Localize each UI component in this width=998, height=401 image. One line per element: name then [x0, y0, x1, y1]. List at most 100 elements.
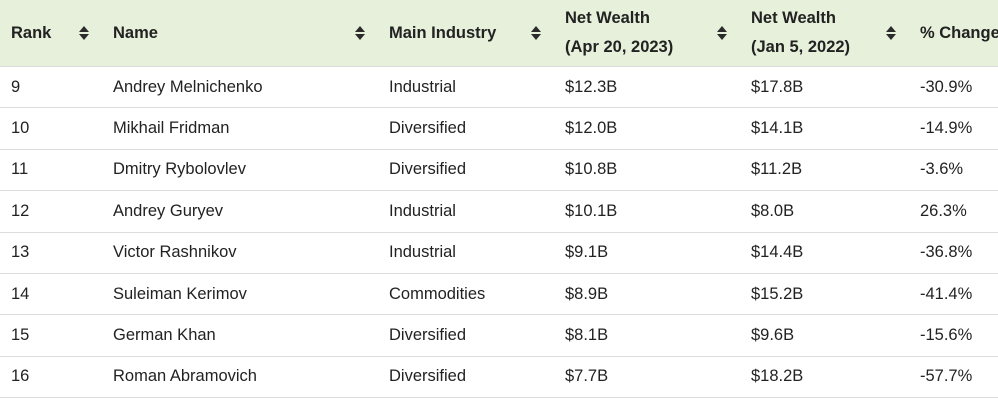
- cell-name: Andrey Melnichenko: [113, 77, 263, 96]
- sort-up-down-icon[interactable]: [354, 24, 366, 42]
- cell-change: -15.6%: [920, 326, 973, 345]
- table-body: 9 Andrey Melnichenko Industrial $12.3B $17.8…: [0, 66, 998, 398]
- cell-name: Andrey Guryev: [113, 201, 224, 220]
- cell-rank: 16: [11, 367, 30, 386]
- header-label-line1: Name: [113, 23, 158, 42]
- cell-nw2022: $14.4B: [751, 243, 804, 262]
- column-header-label: Rank: [11, 19, 78, 48]
- column-header-nw2023[interactable]: Net Wealth (Apr 20, 2023): [554, 0, 740, 67]
- column-header-industry[interactable]: Main Industry: [378, 0, 554, 67]
- cell-name: German Khan: [113, 326, 216, 345]
- cell-name: Victor Rashnikov: [113, 243, 237, 262]
- cell-nw2023: $8.9B: [565, 284, 609, 303]
- cell-change: -57.7%: [920, 367, 973, 386]
- sort-up-down-icon[interactable]: [78, 24, 90, 42]
- cell-rank: 13: [11, 243, 30, 262]
- cell-nw2022: $8.0B: [751, 201, 795, 220]
- column-header-label: Net Wealth (Jan 5, 2022): [751, 4, 885, 62]
- header-row: Rank Name Main Industry Net Wealth (Apr 20, …: [0, 0, 998, 67]
- cell-industry: Industrial: [389, 77, 456, 96]
- cell-rank: 10: [11, 119, 30, 138]
- table-row: 12 Andrey Guryev Industrial $10.1B $8.0B 26.3…: [0, 191, 998, 233]
- sort-descending-arrow-icon: [531, 34, 541, 40]
- header-label-line1: Rank: [11, 23, 52, 42]
- cell-rank: 11: [11, 160, 29, 179]
- cell-nw2023: $10.1B: [565, 201, 618, 220]
- cell-name: Roman Abramovich: [113, 367, 257, 386]
- sort-descending-arrow-icon: [886, 34, 896, 40]
- column-header-nw2022[interactable]: Net Wealth (Jan 5, 2022): [740, 0, 909, 67]
- sort-ascending-arrow-icon: [79, 26, 89, 32]
- sort-descending-arrow-icon: [355, 34, 365, 40]
- cell-change: 26.3%: [920, 201, 967, 220]
- cell-industry: Commodities: [389, 284, 486, 303]
- cell-nw2022: $15.2B: [751, 284, 804, 303]
- cell-name: Mikhail Fridman: [113, 119, 230, 138]
- sort-up-down-icon[interactable]: [530, 24, 542, 42]
- cell-rank: 12: [11, 201, 30, 220]
- cell-nw2022: $18.2B: [751, 367, 804, 386]
- sort-ascending-arrow-icon: [717, 26, 727, 32]
- sort-up-down-icon[interactable]: [716, 24, 728, 42]
- table-row: 9 Andrey Melnichenko Industrial $12.3B $17.8…: [0, 66, 998, 108]
- sort-ascending-arrow-icon: [531, 26, 541, 32]
- cell-industry: Diversified: [389, 367, 467, 386]
- cell-industry: Industrial: [389, 201, 456, 220]
- cell-industry: Industrial: [389, 243, 456, 262]
- table-row: 14 Suleiman Kerimov Commodities $8.9B $15.2B…: [0, 273, 998, 315]
- sort-toggle-change[interactable]: % Change: [909, 0, 998, 66]
- sort-toggle-nw2023[interactable]: Net Wealth (Apr 20, 2023): [554, 0, 740, 66]
- table-row: 15 German Khan Diversified $8.1B $9.6B -15.6%: [0, 315, 998, 357]
- table-row: 10 Mikhail Fridman Diversified $12.0B $14.1B…: [0, 108, 998, 150]
- table-row: 13 Victor Rashnikov Industrial $9.1B $14.4B -…: [0, 232, 998, 274]
- header-label-line1: Net Wealth: [565, 9, 650, 27]
- cell-industry: Diversified: [389, 160, 467, 179]
- cell-name: Dmitry Rybolovlev: [113, 160, 246, 179]
- cell-nw2022: $17.8B: [751, 77, 804, 96]
- column-header-name[interactable]: Name: [102, 0, 378, 67]
- column-header-label: % Change: [920, 19, 998, 48]
- column-header-rank[interactable]: Rank: [0, 0, 102, 67]
- cell-change: -36.8%: [920, 243, 973, 262]
- cell-nw2022: $14.1B: [751, 119, 804, 138]
- cell-name: Suleiman Kerimov: [113, 284, 247, 303]
- column-header-label: Net Wealth (Apr 20, 2023): [565, 4, 716, 62]
- sort-toggle-nw2022[interactable]: Net Wealth (Jan 5, 2022): [740, 0, 909, 66]
- sort-toggle-rank[interactable]: Rank: [0, 0, 102, 66]
- sort-descending-arrow-icon: [79, 34, 89, 40]
- cell-nw2023: $12.0B: [565, 119, 618, 138]
- table-header: Rank Name Main Industry Net Wealth (Apr 20, …: [0, 0, 998, 67]
- sort-ascending-arrow-icon: [355, 26, 365, 32]
- cell-rank: 15: [11, 326, 30, 345]
- cell-change: -41.4%: [920, 284, 973, 303]
- table-row: 16 Roman Abramovich Diversified $7.7B $18.2B…: [0, 356, 998, 398]
- column-header-label: Main Industry: [389, 19, 530, 48]
- sort-toggle-name[interactable]: Name: [102, 0, 378, 66]
- cell-nw2023: $7.7B: [565, 367, 609, 386]
- header-label-line1: Net Wealth: [751, 9, 836, 27]
- sort-up-down-icon[interactable]: [885, 24, 897, 42]
- cell-nw2023: $9.1B: [565, 243, 609, 262]
- sort-ascending-arrow-icon: [886, 26, 896, 32]
- cell-change: -3.6%: [920, 160, 964, 179]
- cell-nw2023: $10.8B: [565, 160, 618, 179]
- cell-rank: 14: [11, 284, 30, 303]
- column-header-change[interactable]: % Change: [909, 0, 998, 67]
- header-label-line2: (Jan 5, 2022): [751, 38, 851, 56]
- header-label-line2: (Apr 20, 2023): [565, 38, 674, 56]
- header-label-line1: % Change: [920, 23, 998, 42]
- header-label-line1: Main Industry: [389, 23, 497, 42]
- sort-descending-arrow-icon: [717, 34, 727, 40]
- cell-industry: Diversified: [389, 326, 467, 345]
- cell-change: -14.9%: [920, 119, 973, 138]
- column-header-label: Name: [113, 19, 354, 48]
- cell-change: -30.9%: [920, 77, 973, 96]
- table-row: 11 Dmitry Rybolovlev Diversified $10.8B $11.…: [0, 149, 998, 191]
- sort-toggle-industry[interactable]: Main Industry: [378, 0, 554, 66]
- cell-rank: 9: [11, 77, 21, 96]
- cell-nw2023: $8.1B: [565, 326, 609, 345]
- cell-industry: Diversified: [389, 119, 467, 138]
- cell-nw2022: $11.2B: [751, 160, 803, 179]
